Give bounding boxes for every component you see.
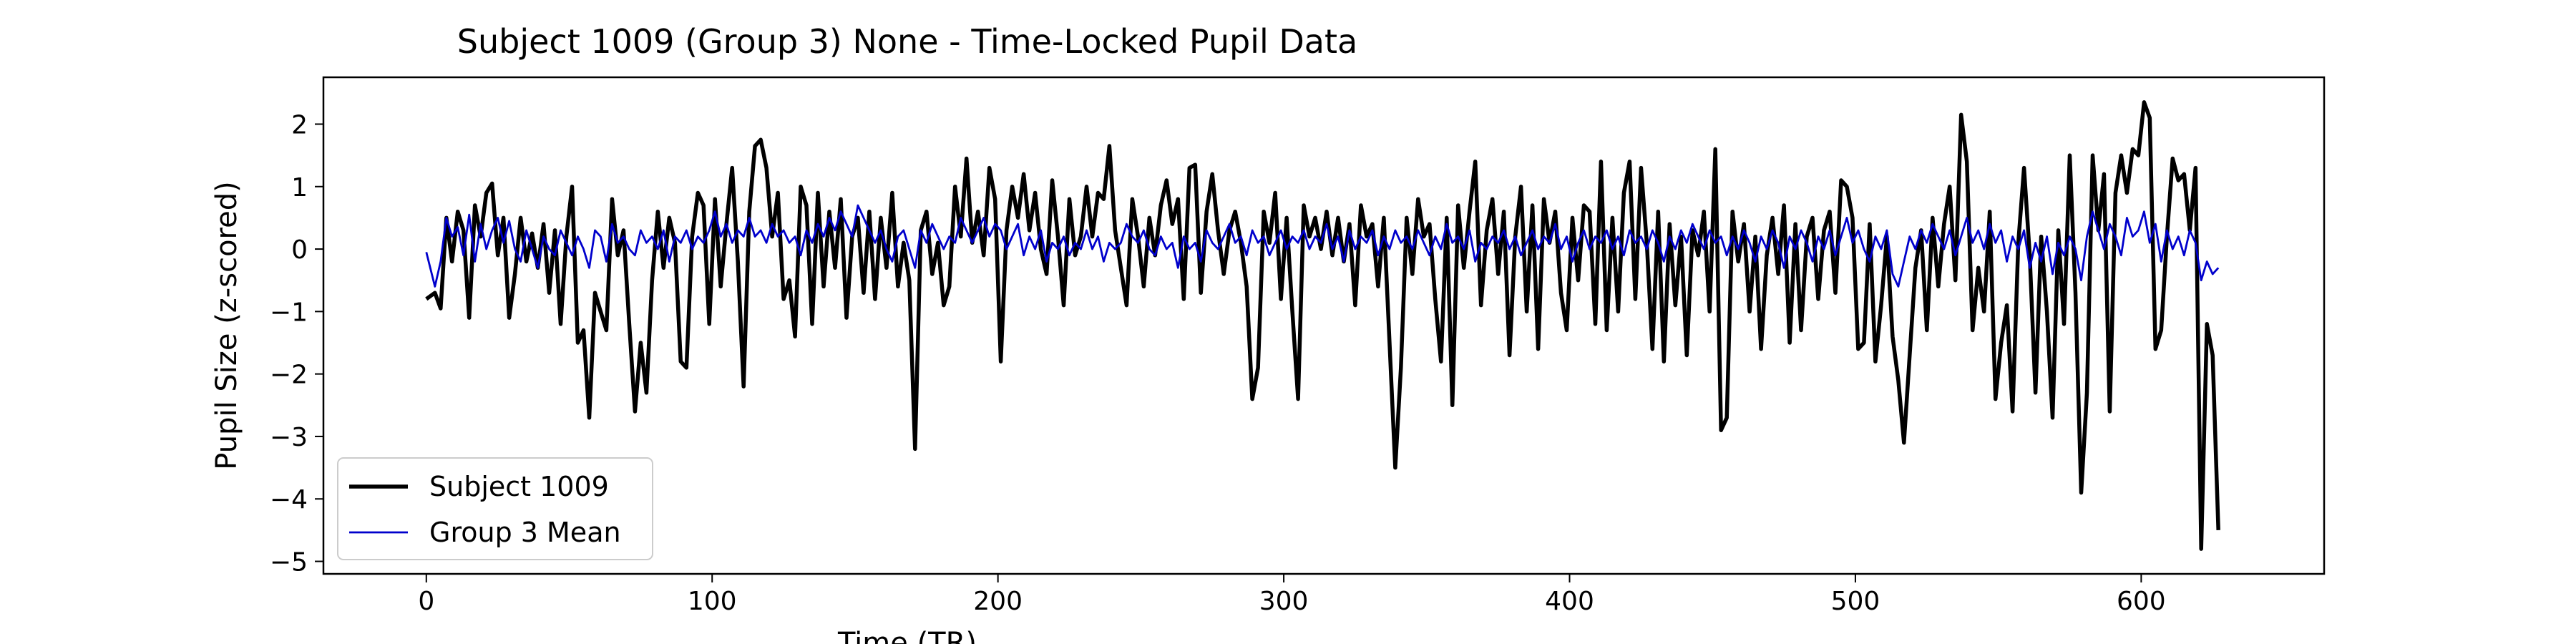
x-tick-label: 200 [973,587,1023,616]
series-lines [425,100,2220,551]
y-tick-label: −5 [270,548,308,577]
x-tick-label: 100 [688,587,737,616]
x-tick-label: 400 [1545,587,1594,616]
y-tick-label: −3 [270,423,308,452]
y-tick-label: −1 [270,298,308,327]
legend-box [337,457,653,560]
y-axis-ticks: −5 −4 −3 −2 −1 0 1 2 [270,110,323,577]
series-line-group-mean [425,204,2220,288]
y-axis-label: Pupil Size (z-scored) [210,181,243,469]
legend-label: Group 3 Mean [429,517,621,548]
x-tick-label: 600 [2117,587,2166,616]
x-axis-ticks: 0 100 200 300 400 500 600 [418,574,2166,616]
legend-label: Subject 1009 [429,471,609,502]
y-tick-label: 0 [291,235,308,265]
x-tick-label: 500 [1831,587,1880,616]
y-tick-label: 1 [291,173,308,203]
legend: Subject 1009 Group 3 Mean [337,457,653,560]
y-tick-label: −2 [270,361,308,390]
y-tick-label: 2 [291,110,308,140]
chart-title: Subject 1009 (Group 3) None - Time-Locke… [457,22,1357,61]
series-line-subject [425,100,2220,551]
x-axis-label: Time (TR) [837,627,977,644]
plot-frame [322,76,2326,575]
y-tick-label: −4 [270,485,308,514]
x-tick-label: 0 [418,587,434,616]
x-tick-label: 300 [1259,587,1309,616]
